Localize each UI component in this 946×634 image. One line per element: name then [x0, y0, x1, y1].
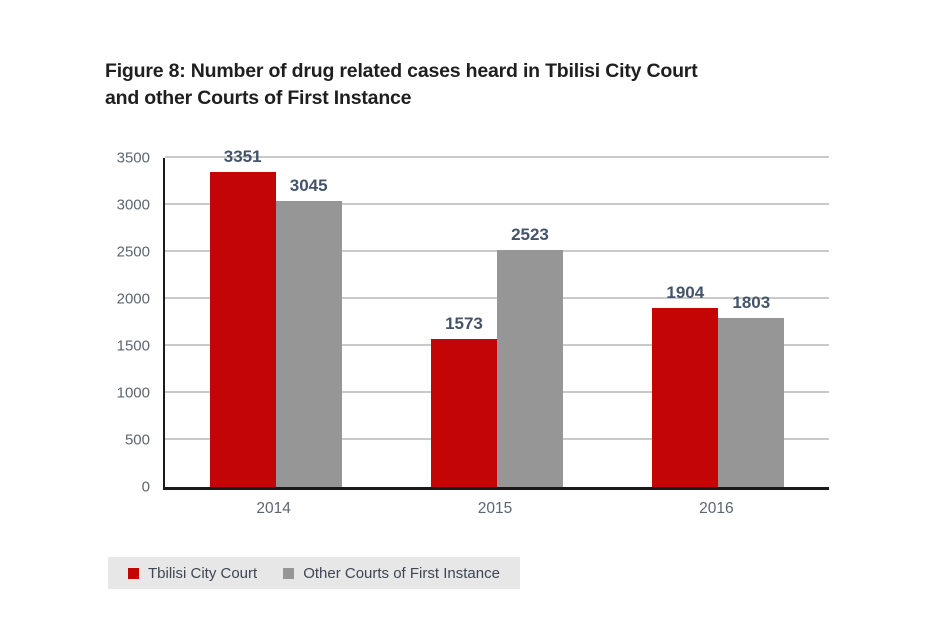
y-tick-label: 2000 — [116, 290, 150, 308]
legend-label: Other Courts of First Instance — [303, 564, 500, 582]
x-tick-label: 2016 — [699, 500, 734, 517]
bar-group-2016: 1904 1803 — [652, 158, 785, 487]
y-tick-label: 3500 — [116, 149, 150, 167]
bar-groups: 3351 3045 1573 2523 1904 1803 — [165, 147, 829, 487]
y-tick-label: 1000 — [116, 384, 150, 402]
x-tick-label: 2014 — [256, 500, 291, 517]
figure-title-line1: Figure 8: Number of drug related cases h… — [105, 60, 698, 82]
bar: 1904 — [652, 283, 719, 487]
bar: 3351 — [209, 147, 276, 487]
legend-swatch — [283, 567, 295, 579]
data-label: 2523 — [511, 224, 549, 244]
legend: Tbilisi City Court Other Courts of First … — [108, 557, 520, 589]
legend-swatch — [128, 567, 139, 579]
bar: 3045 — [275, 176, 342, 487]
gridline — [165, 203, 829, 205]
bar: 1573 — [430, 314, 497, 487]
y-tick-label: 3000 — [116, 196, 150, 214]
data-label: 1904 — [666, 283, 705, 303]
legend-label: Tbilisi City Court — [148, 564, 258, 582]
bar: 2523 — [496, 225, 563, 487]
data-label: 3045 — [289, 175, 328, 195]
figure-title: Figure 8: Number of drug related cases h… — [105, 58, 698, 112]
plot-area: 3351 3045 1573 2523 1904 1803 — [163, 147, 829, 490]
x-axis-category-labels: 2014 2015 2016 — [163, 500, 827, 518]
y-tick-label: 500 — [124, 431, 150, 449]
y-tick-label: 2500 — [116, 243, 150, 261]
bar: 1803 — [718, 293, 785, 487]
bar-group-2014: 3351 3045 — [209, 147, 342, 487]
gridline — [165, 156, 829, 158]
data-label: 1803 — [732, 292, 771, 312]
y-tick-label: 0 — [141, 478, 150, 496]
bar-group-2015: 1573 2523 — [430, 158, 563, 487]
legend-item: Tbilisi City Court — [128, 565, 257, 582]
legend-item: Other Courts of First Instance — [283, 565, 500, 582]
x-tick-label: 2015 — [477, 500, 513, 517]
y-axis-tick-labels: 0 500 1000 1500 2000 2500 3000 3500 — [0, 150, 150, 496]
data-label: 3351 — [223, 147, 262, 167]
figure-title-line2: and other Courts of First Instance — [105, 87, 412, 109]
data-label: 1573 — [445, 314, 483, 334]
y-tick-label: 1500 — [116, 337, 150, 355]
